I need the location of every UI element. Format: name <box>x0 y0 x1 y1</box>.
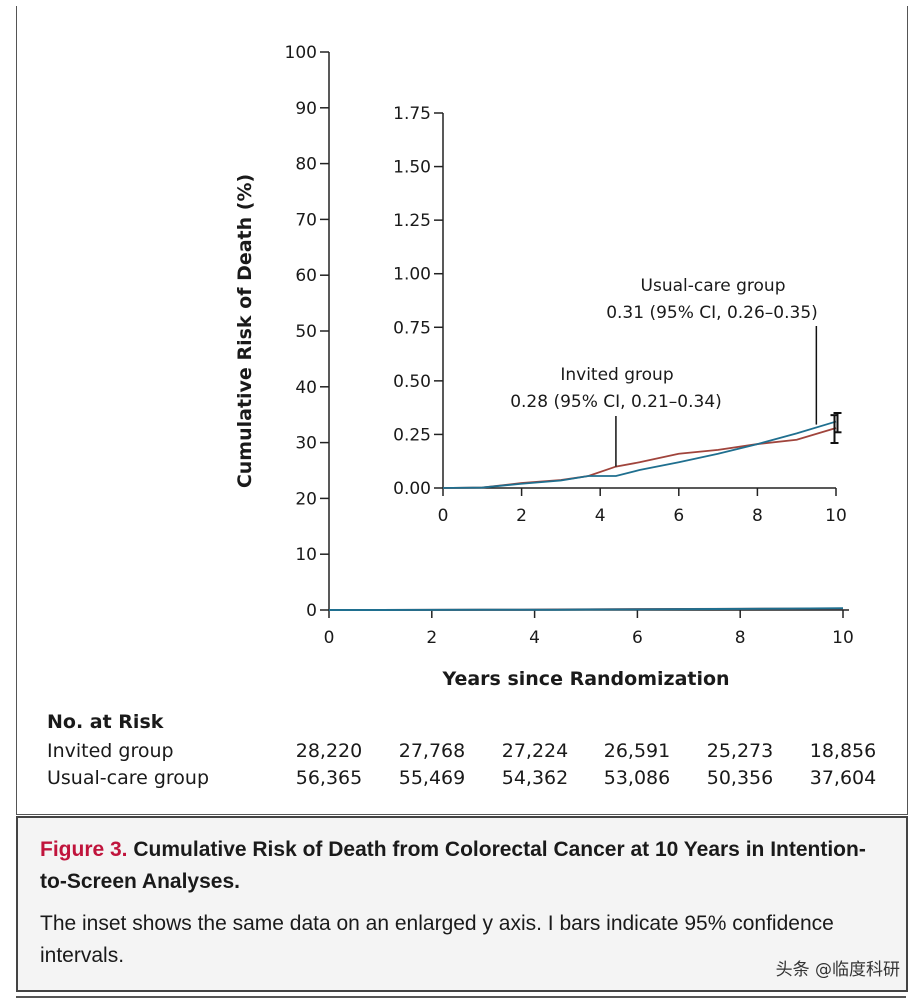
inset-y-tick-label: 0.50 <box>393 372 431 392</box>
risk-value: 26,591 <box>604 740 670 762</box>
caption-body: The inset shows the same data on an enla… <box>40 912 834 967</box>
inset-series-line <box>442 420 837 489</box>
inset-series-line <box>442 427 837 489</box>
inset-x-tick-label: 0 <box>438 506 449 526</box>
watermark: 头条 @临度科研 <box>775 960 900 980</box>
caption-title-text: Cumulative Risk of Death from Colorectal… <box>40 838 866 893</box>
y-tick-label: 20 <box>295 489 317 509</box>
y-tick-label: 80 <box>295 155 317 175</box>
annotation-invited-label: Invited group <box>560 365 673 385</box>
risk-value: 27,224 <box>502 740 568 762</box>
inset-y-tick-label: 1.00 <box>393 265 431 285</box>
risk-value: 28,220 <box>296 740 362 762</box>
inset-x-tick-label: 6 <box>673 506 684 526</box>
inset-y-tick-label: 0.75 <box>393 318 431 338</box>
inset-x-tick-label: 10 <box>825 506 847 526</box>
figure-frame <box>16 6 908 815</box>
figure-caption: Figure 3. Cumulative Risk of Death from … <box>16 816 908 992</box>
x-tick-label: 10 <box>832 628 854 648</box>
inset-x-tick-label: 2 <box>516 506 527 526</box>
inset-x-tick-label: 8 <box>752 506 763 526</box>
x-tick-label: 4 <box>529 628 540 648</box>
y-tick-label: 90 <box>295 99 317 119</box>
risk-value: 50,356 <box>707 767 773 789</box>
y-axis-label: Cumulative Risk of Death (%) <box>234 174 256 488</box>
risk-value: 37,604 <box>810 767 876 789</box>
y-tick-label: 60 <box>295 266 317 286</box>
inset-y-tick-label: 0.25 <box>393 425 431 445</box>
annotation-usual-care-label: Usual-care group <box>641 276 786 296</box>
y-tick-label: 100 <box>285 43 317 63</box>
caption-title: Figure 3. Cumulative Risk of Death from … <box>40 834 890 898</box>
x-axis-label: Years since Randomization <box>441 668 729 690</box>
figure-label: Figure 3. <box>40 838 128 861</box>
x-tick-label: 2 <box>426 628 437 648</box>
y-tick-label: 70 <box>295 210 317 230</box>
inset-x-tick-label: 4 <box>595 506 606 526</box>
divider <box>16 996 906 998</box>
y-tick-label: 10 <box>295 545 317 565</box>
risk-row-label: Invited group <box>47 740 174 762</box>
risk-value: 56,365 <box>296 767 362 789</box>
main-series-line <box>328 607 844 611</box>
inset-y-tick-label: 1.50 <box>393 158 431 178</box>
y-tick-label: 30 <box>295 434 317 454</box>
inset-y-tick-label: 1.25 <box>393 211 431 231</box>
risk-value: 25,273 <box>707 740 773 762</box>
y-tick-label: 0 <box>306 601 317 621</box>
annotation-invited-value: 0.28 (95% CI, 0.21–0.34) <box>510 392 722 412</box>
risk-value: 18,856 <box>810 740 876 762</box>
risk-value: 55,469 <box>399 767 465 789</box>
x-tick-label: 6 <box>632 628 643 648</box>
risk-value: 53,086 <box>604 767 670 789</box>
risk-value: 27,768 <box>399 740 465 762</box>
risk-value: 54,362 <box>502 767 568 789</box>
x-tick-label: 8 <box>735 628 746 648</box>
inset-y-tick-label: 0.00 <box>393 479 431 499</box>
risk-row-label: Usual-care group <box>47 767 209 789</box>
y-tick-label: 50 <box>295 322 317 342</box>
inset-axes: 0.00 0.25 0.50 0.75 1.00 1.25 1.50 1.75 0 2 4 6 8 10 U… <box>393 104 847 526</box>
annotation-usual-care-value: 0.31 (95% CI, 0.26–0.35) <box>606 303 818 323</box>
inset-y-tick-label: 1.75 <box>393 104 431 124</box>
risk-table: No. at Risk Invited group Usual-care gro… <box>47 711 876 789</box>
risk-table-heading: No. at Risk <box>47 711 164 733</box>
x-tick-label: 0 <box>324 628 335 648</box>
y-tick-label: 40 <box>295 378 317 398</box>
